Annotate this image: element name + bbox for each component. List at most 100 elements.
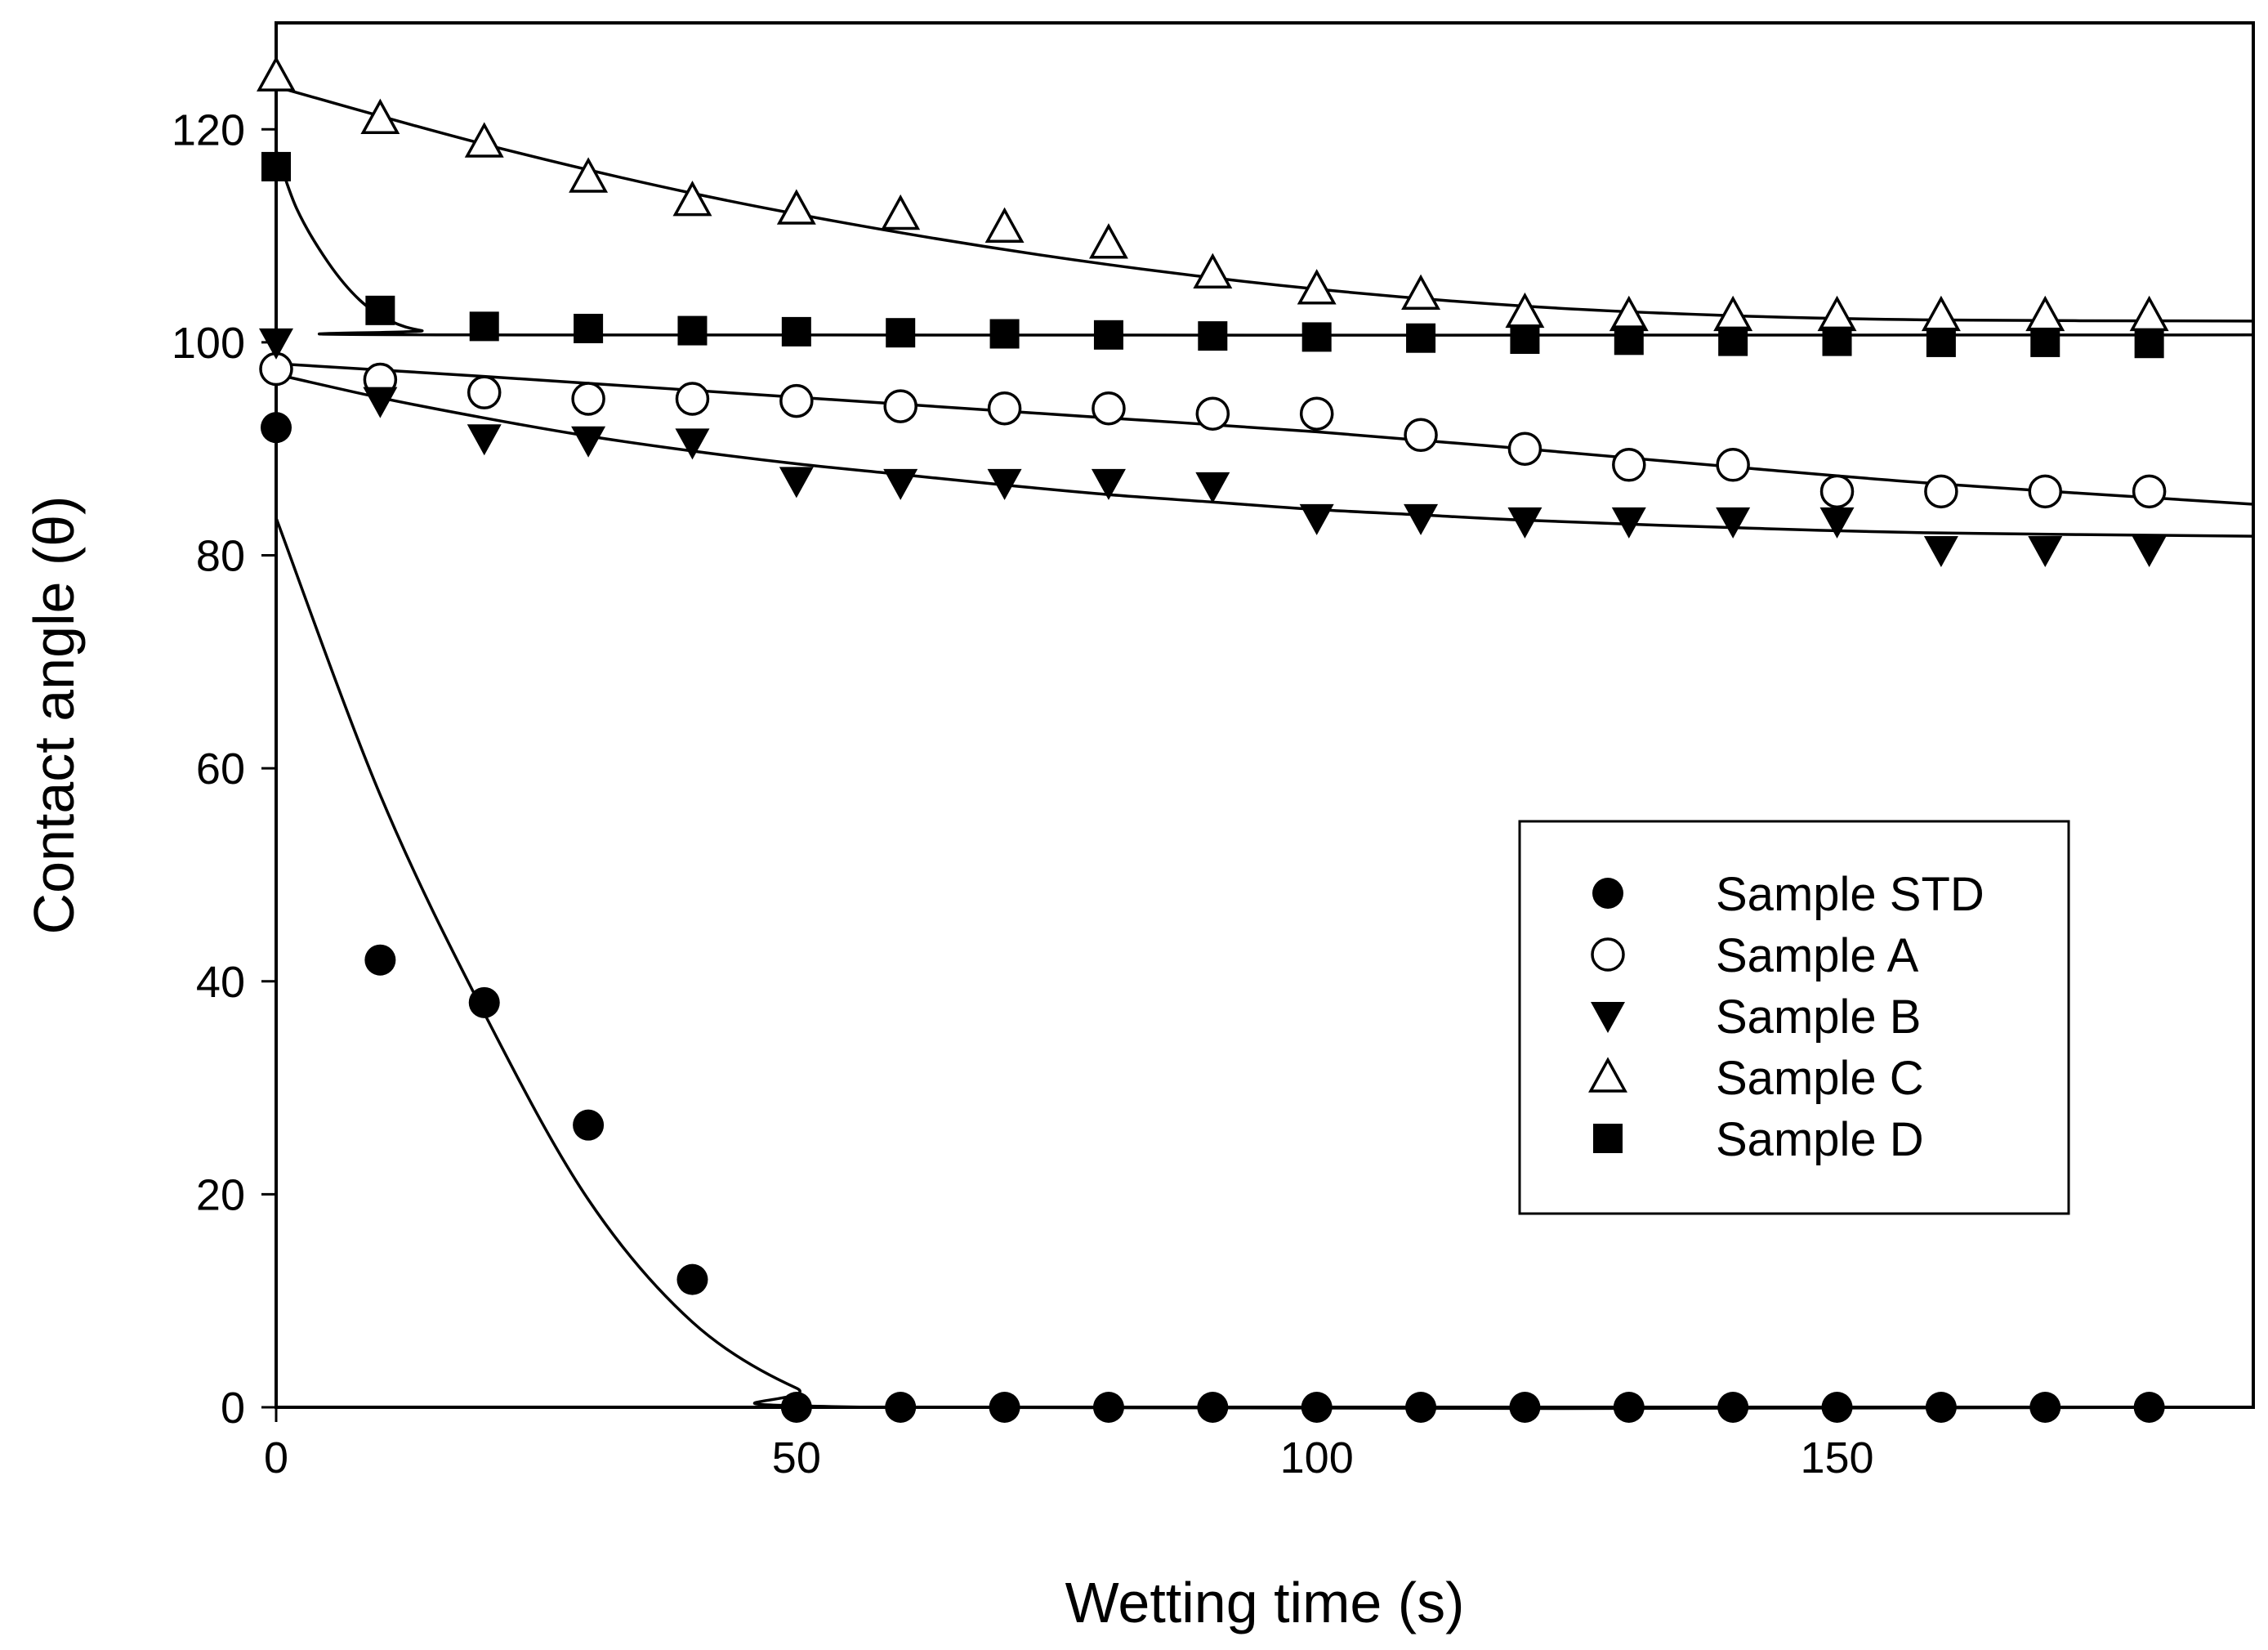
series-sample-d — [261, 151, 2164, 359]
point-sample-a — [1404, 418, 1438, 453]
series-sample-b — [259, 328, 2167, 568]
point-sample-a — [883, 389, 917, 423]
point-sample-std — [364, 944, 396, 976]
legend-label: Sample A — [1716, 929, 1919, 982]
point-sample-b — [1507, 507, 1543, 539]
legend-items: Sample STD Sample A Sample B Sample C Sample… — [1588, 868, 1984, 1166]
point-sample-c — [1609, 295, 1649, 332]
y-tick-label: 20 — [196, 1170, 245, 1219]
point-sample-b — [2028, 536, 2063, 568]
point-sample-std — [1197, 1392, 1229, 1423]
point-sample-b — [675, 428, 710, 460]
series-sample-c — [257, 56, 2169, 332]
point-sample-b — [1819, 507, 1855, 539]
point-sample-a — [1819, 474, 1855, 509]
y-tick-label: 80 — [196, 532, 245, 581]
point-sample-std — [468, 986, 500, 1018]
point-sample-d — [1198, 321, 1228, 351]
point-sample-a — [1612, 448, 1646, 482]
legend-item-sample-std: Sample STD — [1592, 868, 1984, 921]
fit-curve-sample-c — [275, 85, 2254, 323]
point-sample-b — [1716, 507, 1751, 539]
legend-item-sample-a: Sample A — [1591, 929, 1919, 982]
point-sample-a — [2132, 474, 2167, 509]
point-sample-a — [675, 382, 710, 416]
point-sample-c — [1401, 274, 1441, 311]
point-sample-std — [1925, 1392, 1957, 1423]
point-sample-b — [571, 426, 606, 458]
point-sample-std — [676, 1263, 708, 1295]
point-sample-d — [989, 319, 1020, 349]
point-sample-std — [573, 1109, 605, 1141]
point-sample-c — [1817, 295, 1857, 332]
point-sample-a — [1092, 391, 1126, 426]
point-sample-std — [1613, 1392, 1645, 1423]
point-sample-d — [365, 295, 395, 325]
point-sample-c — [881, 194, 921, 230]
point-sample-a — [467, 375, 502, 409]
point-sample-b — [1611, 507, 1646, 539]
y-tick-label: 40 — [196, 958, 245, 1007]
point-sample-a — [1195, 396, 1230, 431]
legend-marker-sample-d — [1593, 1124, 1623, 1153]
point-sample-std — [261, 412, 292, 444]
point-sample-std — [1509, 1392, 1541, 1423]
point-sample-a — [1924, 474, 1958, 509]
point-sample-d — [469, 311, 499, 342]
legend-marker-sample-a — [1591, 937, 1625, 972]
x-tick-label: 50 — [772, 1433, 821, 1482]
point-sample-c — [464, 122, 504, 158]
point-sample-std — [1717, 1392, 1749, 1423]
point-sample-b — [1923, 536, 1958, 568]
legend-item-sample-d: Sample D — [1593, 1113, 1924, 1166]
point-sample-d — [1510, 324, 1540, 355]
point-sample-a — [1299, 396, 1334, 431]
point-sample-std — [1405, 1392, 1437, 1423]
point-sample-d — [2134, 329, 2164, 359]
x-tick-label: 100 — [1280, 1433, 1354, 1482]
point-sample-c — [360, 98, 400, 135]
point-sample-d — [261, 151, 291, 181]
point-sample-b — [1195, 472, 1230, 503]
point-sample-c — [984, 207, 1025, 243]
point-sample-c — [257, 56, 296, 92]
point-sample-b — [1091, 468, 1126, 500]
point-sample-d — [1406, 323, 1436, 353]
point-sample-a — [1507, 432, 1543, 466]
point-sample-b — [987, 468, 1022, 500]
point-sample-d — [1614, 325, 1644, 355]
point-sample-c — [2129, 295, 2169, 332]
legend-label: Sample C — [1716, 1052, 1924, 1105]
point-sample-d — [1093, 320, 1123, 350]
point-sample-d — [2030, 327, 2060, 357]
point-sample-b — [883, 468, 918, 500]
legend-label: Sample B — [1716, 990, 1921, 1044]
point-sample-b — [259, 328, 293, 360]
point-sample-b — [1404, 503, 1439, 535]
point-sample-c — [1505, 292, 1545, 329]
legend-item-sample-b: Sample B — [1591, 990, 1921, 1044]
point-sample-b — [2132, 536, 2167, 568]
fit-curve-sample-d — [275, 150, 2254, 337]
legend-item-sample-c: Sample C — [1588, 1052, 1924, 1105]
point-sample-d — [781, 316, 811, 347]
point-sample-std — [2029, 1392, 2061, 1423]
legend-label: Sample D — [1716, 1113, 1924, 1166]
data-markers — [257, 56, 2169, 1423]
point-sample-d — [886, 318, 916, 348]
point-sample-a — [1716, 448, 1750, 482]
y-axis: 0 20 40 60 80 100 120 — [172, 105, 276, 1433]
point-sample-d — [574, 313, 604, 343]
legend-marker-sample-std — [1592, 878, 1623, 909]
point-sample-d — [1301, 322, 1332, 352]
point-sample-c — [2025, 295, 2065, 332]
y-tick-label: 120 — [172, 105, 245, 154]
point-sample-c — [1297, 269, 1337, 305]
point-sample-d — [1822, 326, 1852, 356]
point-sample-c — [569, 157, 609, 193]
x-tick-label: 150 — [1800, 1433, 1873, 1482]
y-tick-label: 60 — [196, 745, 245, 794]
x-tick-label: 0 — [264, 1433, 288, 1482]
point-sample-b — [779, 467, 814, 499]
